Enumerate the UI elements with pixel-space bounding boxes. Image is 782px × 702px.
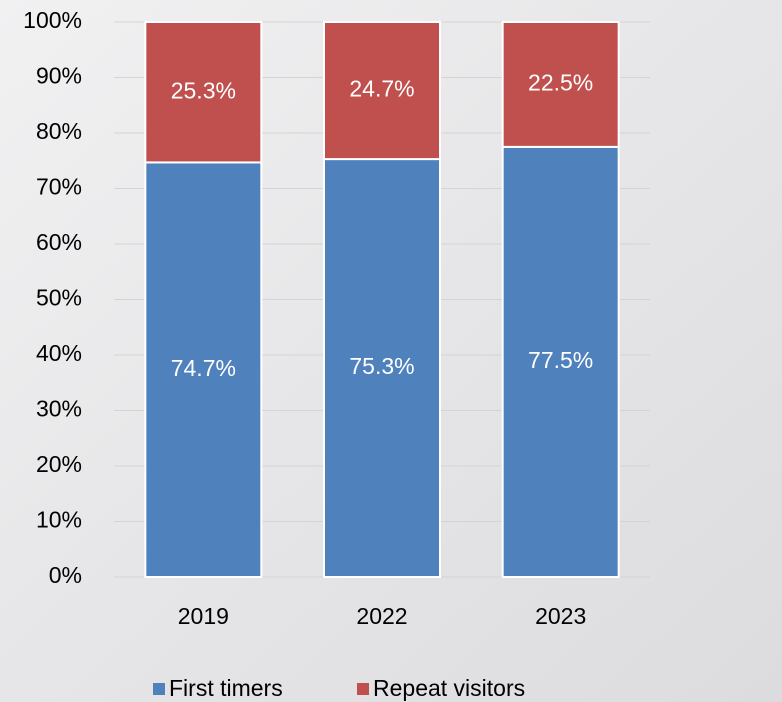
data-label: 75.3%: [349, 353, 414, 379]
x-tick-label: 2023: [535, 603, 586, 629]
legend-swatch: [153, 683, 165, 695]
y-tick-label: 10%: [36, 507, 82, 533]
y-tick-label: 30%: [36, 396, 82, 422]
bar-segment: [144, 161, 263, 578]
legend-label: First timers: [169, 675, 283, 701]
bar-segment: [144, 21, 263, 164]
x-tick-label: 2019: [178, 603, 229, 629]
legend-swatch: [357, 683, 369, 695]
data-label: 77.5%: [528, 347, 593, 373]
data-label: 24.7%: [349, 76, 414, 102]
legend-label: Repeat visitors: [373, 675, 525, 701]
bar-segment: [323, 21, 441, 161]
y-tick-label: 60%: [36, 229, 82, 255]
y-tick-label: 0%: [49, 562, 82, 588]
y-tick-label: 50%: [36, 285, 82, 311]
bar-segment: [501, 145, 620, 578]
x-tick-label: 2022: [356, 603, 407, 629]
y-tick-label: 80%: [36, 118, 82, 144]
y-tick-label: 100%: [23, 7, 82, 33]
y-tick-label: 90%: [36, 63, 82, 89]
bar-segment: [501, 21, 620, 148]
data-label: 25.3%: [171, 77, 236, 103]
y-tick-label: 40%: [36, 340, 82, 366]
data-label: 22.5%: [528, 70, 593, 96]
bar-segment: [323, 158, 441, 579]
y-tick-label: 70%: [36, 174, 82, 200]
data-label: 74.7%: [171, 355, 236, 381]
y-tick-label: 20%: [36, 451, 82, 477]
